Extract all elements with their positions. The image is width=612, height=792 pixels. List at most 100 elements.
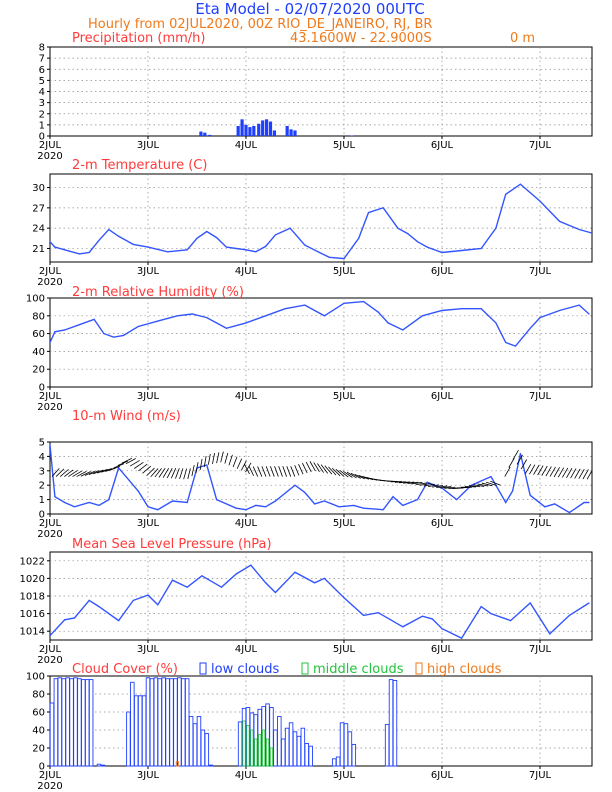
temperature-data-point <box>304 244 306 246</box>
legend-middle-label: middle clouds <box>313 662 404 677</box>
temperature-data-point <box>108 228 110 231</box>
cloud-cover-year-label: 2020 <box>37 781 62 792</box>
precipitation-ytick-label: 8 <box>39 43 45 54</box>
cloud-cover-bar <box>192 723 198 767</box>
humidity-data-point <box>505 341 507 344</box>
cloud-cover-bar <box>388 679 394 767</box>
wind-vector <box>331 467 341 477</box>
humidity-data-point <box>441 309 443 312</box>
pressure-data-point <box>274 591 276 594</box>
wind-vector <box>313 462 320 472</box>
wind-vector <box>282 466 287 477</box>
wind-data-point <box>505 501 507 504</box>
humidity-data-point <box>50 341 51 344</box>
wind-data-point <box>382 509 384 511</box>
cloud-cover-bar <box>137 695 143 767</box>
wind-data-point <box>323 500 325 502</box>
wind-vector <box>512 449 519 460</box>
precipitation-bar <box>248 127 252 136</box>
pressure-xtick-label: 3JUL <box>137 644 160 655</box>
cloud-cover-bar <box>53 678 59 767</box>
wind-data-point <box>147 506 149 508</box>
humidity-data-point <box>103 333 105 335</box>
humidity-ytick-label: 0 <box>39 383 45 394</box>
humidity-xtick-label: 6JUL <box>431 391 454 402</box>
wind-data-point <box>416 499 419 501</box>
temperature-data-point <box>206 230 208 233</box>
wind-data-point <box>64 501 66 504</box>
wind-frame <box>49 441 593 515</box>
wind-vector <box>490 480 501 486</box>
wind-vector <box>68 470 78 477</box>
pressure-data-point <box>510 620 512 622</box>
precipitation-ytick-label: 1 <box>39 120 45 131</box>
humidity-data-point <box>191 313 193 315</box>
wind-vector <box>553 467 560 478</box>
pressure-data-point <box>343 597 345 599</box>
wind-vector <box>199 459 203 471</box>
cloud-cover-bar <box>188 716 194 767</box>
precipitation-ytick-label: 4 <box>39 87 45 98</box>
wind-vector <box>578 468 585 479</box>
wind-vector <box>51 468 60 477</box>
header-title: Eta Model - 02/07/2020 00UTC <box>195 0 424 18</box>
humidity-data-point <box>284 308 286 310</box>
wind-vector <box>101 468 112 473</box>
cloud-cover-bar <box>284 727 290 767</box>
wind-data-point <box>529 494 531 496</box>
precipitation-bar <box>244 124 248 136</box>
wind-data-point <box>583 501 585 504</box>
cloud-cover-bar <box>61 678 66 767</box>
cloud-cover-bar <box>343 723 349 767</box>
precipitation-bar <box>285 125 289 136</box>
temperature-data-point <box>603 236 604 237</box>
pressure-data-point <box>171 579 174 581</box>
cloud-cover-bar <box>200 729 206 767</box>
wind-data-point <box>294 484 296 486</box>
temperature-data-point <box>88 251 90 254</box>
temperature-series-line <box>50 183 592 260</box>
cloud-cover-ytick-label: 0 <box>39 762 45 773</box>
wind-vector <box>203 456 207 467</box>
cloud-cover-bar <box>141 695 147 767</box>
precipitation-ytick-label: 3 <box>39 98 45 109</box>
precipitation-ytick-label: 6 <box>39 65 45 76</box>
wind-vector <box>469 485 481 488</box>
wind-data-point <box>235 507 237 509</box>
wind-vector <box>302 462 308 474</box>
humidity-xtick-label: 7JUL <box>529 391 552 402</box>
temperature-data-point <box>328 256 330 258</box>
header-coordinates: 43.1600W - 22.9000S <box>290 31 432 46</box>
wind-vector <box>419 483 431 486</box>
precipitation-bar <box>236 125 240 136</box>
humidity-data-point <box>176 315 178 317</box>
temperature-data-point <box>416 241 419 243</box>
wind-vector <box>129 460 140 467</box>
wind-vector <box>76 471 87 477</box>
temperature-data-point <box>480 247 482 250</box>
wind-data-point <box>363 507 365 509</box>
pressure-data-point <box>201 575 203 577</box>
humidity-series-line <box>50 300 590 347</box>
wind-vector <box>187 468 191 480</box>
cloud-cover-bar <box>335 756 341 767</box>
wind-vector <box>240 460 247 471</box>
pressure-data-point <box>235 573 237 575</box>
humidity-year-label: 2020 <box>37 402 62 413</box>
pressure-xtick-label: 4JUL <box>235 644 258 655</box>
cloud-cover-bar <box>308 745 313 767</box>
wind-data-point <box>314 503 316 505</box>
wind-vector <box>343 470 353 478</box>
wind-data-point <box>54 496 56 498</box>
wind-vector <box>278 466 283 477</box>
pressure-data-point <box>147 594 149 596</box>
temperature-data-point <box>343 258 345 260</box>
temperature-ytick-label: 24 <box>32 224 45 235</box>
wind-vector <box>411 481 423 485</box>
wind-ytick-label: 5 <box>39 438 45 449</box>
wind-xtick-label: 6JUL <box>431 518 454 529</box>
precipitation-ytick-label: 0 <box>39 132 45 143</box>
wind-vector <box>520 459 528 470</box>
wind-vector <box>146 467 155 477</box>
precipitation-xtick-label: 4JUL <box>235 140 258 151</box>
